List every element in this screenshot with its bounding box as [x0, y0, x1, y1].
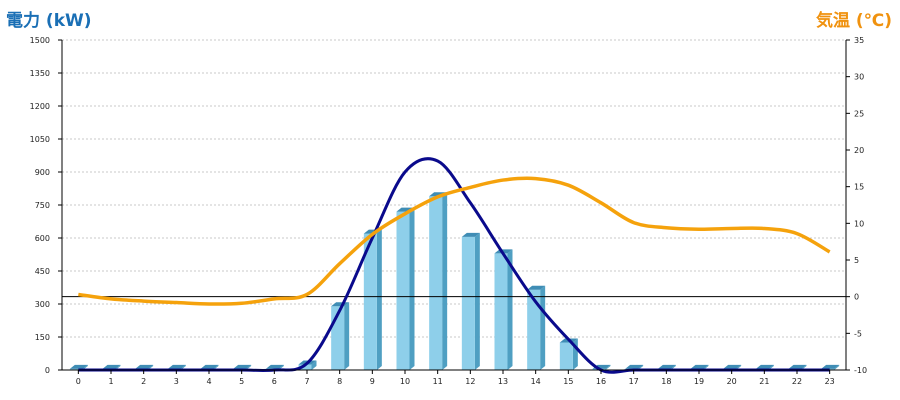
x-tick-label: 7 [304, 377, 309, 386]
bar-top [723, 364, 742, 369]
bar-12 [461, 232, 480, 370]
right-tick-label: 30 [854, 73, 864, 82]
x-tick-label: 8 [337, 377, 342, 386]
bar-side [311, 360, 317, 370]
x-tick-label: 20 [727, 377, 737, 386]
left-tick-label: 1050 [30, 135, 50, 144]
bar-10 [396, 207, 415, 370]
bar-13 [494, 249, 513, 370]
x-tick-label: 22 [792, 377, 802, 386]
bar-front [461, 236, 475, 370]
right-tick-label: -10 [854, 366, 867, 375]
x-tick-label: 4 [206, 377, 211, 386]
left-tick-label: 750 [35, 201, 50, 210]
left-tick-label: 1200 [30, 102, 50, 111]
bar-side [507, 249, 513, 370]
bar-top [788, 364, 807, 369]
x-tick-label: 13 [498, 377, 508, 386]
x-tick-label: 9 [370, 377, 375, 386]
right-tick-label: -5 [854, 329, 862, 338]
x-tick-label: 2 [141, 377, 146, 386]
x-tick-label: 23 [825, 377, 835, 386]
x-tick-label: 6 [272, 377, 277, 386]
right-tick-label: 0 [854, 293, 859, 302]
axes-layer: 01503004506007509001050120013501500-10-5… [30, 36, 867, 386]
x-tick-label: 11 [433, 377, 443, 386]
left-tick-label: 1350 [30, 69, 50, 78]
bar-front [527, 289, 541, 370]
x-tick-label: 14 [531, 377, 541, 386]
left-tick-label: 150 [35, 333, 50, 342]
right-axis-title: 気温 (℃) [815, 11, 892, 31]
bar-side [474, 232, 480, 370]
left-tick-label: 300 [35, 300, 50, 309]
grid-layer [62, 39, 846, 338]
bar-15 [559, 338, 578, 370]
bar-top [461, 232, 480, 237]
left-tick-label: 1500 [30, 36, 50, 45]
right-tick-label: 35 [854, 36, 864, 45]
x-tick-label: 1 [108, 377, 113, 386]
bar-top [233, 364, 252, 369]
right-tick-label: 5 [854, 256, 859, 265]
bar-14 [527, 285, 546, 370]
x-tick-label: 3 [174, 377, 179, 386]
bar-front [396, 211, 410, 370]
bar-top [494, 249, 513, 254]
x-tick-label: 18 [661, 377, 671, 386]
right-tick-label: 25 [854, 109, 864, 118]
bar-side [409, 207, 415, 370]
temperature-line [78, 176, 831, 306]
bar-top [200, 364, 219, 369]
x-tick-label: 16 [596, 377, 606, 386]
bar-side [540, 285, 546, 370]
bar-top [167, 364, 186, 369]
lines-layer [78, 157, 831, 374]
bar-11 [429, 192, 448, 370]
left-tick-label: 900 [35, 168, 50, 177]
bar-front [494, 253, 508, 370]
bars-layer [69, 192, 840, 370]
bar-top [657, 364, 676, 369]
left-tick-label: 450 [35, 267, 50, 276]
bar-top [102, 364, 121, 369]
left-tick-label: 600 [35, 234, 50, 243]
bar-top [755, 364, 774, 369]
left-tick-label: 0 [45, 366, 50, 375]
bar-side [834, 364, 840, 370]
bar-side [442, 192, 448, 370]
bar-9 [363, 229, 382, 370]
x-tick-label: 0 [76, 377, 81, 386]
x-tick-label: 21 [759, 377, 769, 386]
bar-side [376, 229, 382, 370]
x-tick-label: 10 [400, 377, 410, 386]
bar-top [625, 364, 644, 369]
bar-top [690, 364, 709, 369]
bar-front [69, 368, 83, 370]
bar-top [265, 364, 284, 369]
bar-top [135, 364, 154, 369]
bar-front [298, 364, 312, 370]
right-tick-label: 20 [854, 146, 864, 155]
x-tick-label: 5 [239, 377, 244, 386]
bar-front [363, 233, 377, 370]
x-tick-label: 19 [694, 377, 704, 386]
x-tick-label: 17 [629, 377, 639, 386]
bar-front [559, 342, 573, 370]
bar-side [605, 364, 611, 370]
right-tick-label: 10 [854, 219, 864, 228]
bar-top [527, 285, 546, 290]
x-tick-label: 12 [465, 377, 475, 386]
bar-side [344, 302, 350, 370]
x-tick-label: 15 [563, 377, 573, 386]
bar-top [69, 364, 88, 369]
left-axis-title: 電力 (kW) [6, 11, 92, 31]
bar-front [429, 196, 443, 370]
bar-top [821, 364, 840, 369]
right-tick-label: 15 [854, 183, 864, 192]
